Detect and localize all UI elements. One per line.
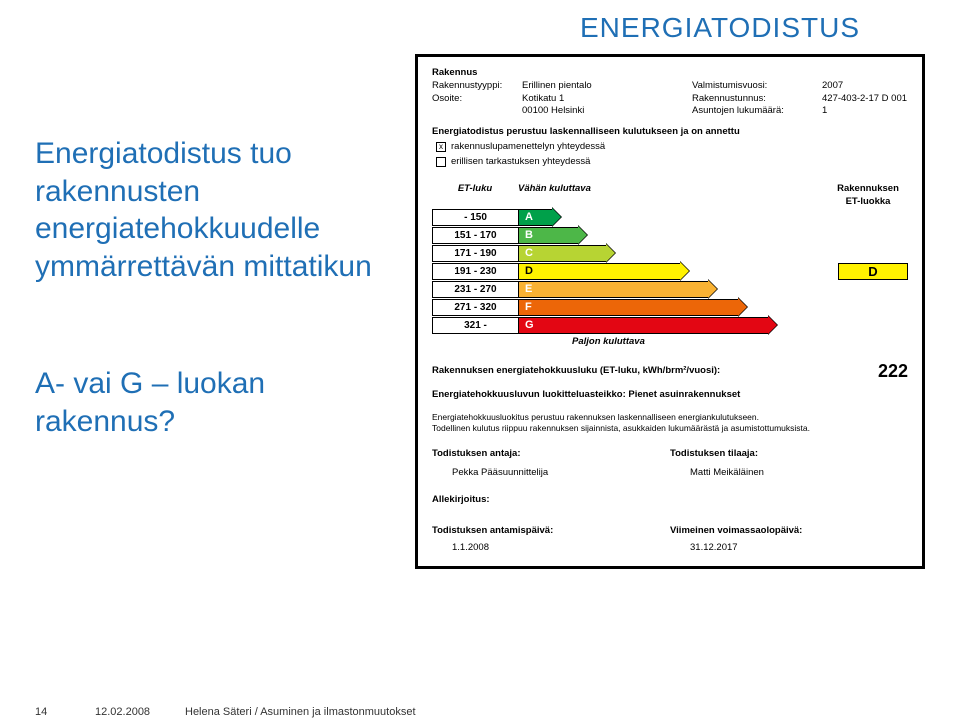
checkbox-row: x rakennuslupamenettelyn yhteydessä <box>436 141 908 154</box>
et-arrow-label: F <box>518 299 738 316</box>
label: Rakennustunnus: <box>692 93 822 106</box>
arrow-head-icon <box>738 298 747 316</box>
checkbox-row: erillisen tarkastuksen yhteydessä <box>436 156 908 169</box>
et-range: 321 - <box>432 317 518 334</box>
et-bar-row: 151 - 170B <box>432 227 908 244</box>
signature-area: Todistuksen antaja: Pekka Pääsuunnitteli… <box>432 448 908 506</box>
result-scale: Energiatehokkuusluvun luokitteluasteikko… <box>432 389 908 402</box>
et-arrow-label: A <box>518 209 552 226</box>
et-header-right: Rakennuksen ET-luokka <box>828 183 908 209</box>
issue-date-label: Todistuksen antamispäivä: <box>432 525 670 538</box>
value: 00100 Helsinki <box>522 105 692 118</box>
et-range: 151 - 170 <box>432 227 518 244</box>
et-arrow: B <box>518 227 578 244</box>
et-bar-row: 321 -G <box>432 317 908 334</box>
note: Energiatehokkuusluokitus perustuu rakenn… <box>432 412 908 434</box>
valid-date-value: 31.12.2017 <box>690 542 908 555</box>
label: Valmistumisvuosi: <box>692 80 822 93</box>
page-number: 14 <box>35 706 95 718</box>
et-arrow: G <box>518 317 768 334</box>
result-value: 222 <box>878 359 908 383</box>
et-range: 271 - 320 <box>432 299 518 316</box>
sign-label: Allekirjoitus: <box>432 494 670 507</box>
et-header: ET-luku Vähän kuluttava Rakennuksen ET-l… <box>432 183 908 209</box>
date-row: Todistuksen antamispäivä: 1.1.2008 Viime… <box>432 525 908 555</box>
client-label: Todistuksen tilaaja: <box>670 448 908 461</box>
giver-name: Pekka Pääsuunnittelija <box>452 467 670 480</box>
value: 1 <box>822 105 908 118</box>
arrow-head-icon <box>552 208 561 226</box>
result-line: Rakennuksen energiatehokkuusluku (ET-luk… <box>432 359 908 383</box>
arrow-head-icon <box>578 226 587 244</box>
issue-date-value: 1.1.2008 <box>452 542 670 555</box>
et-bar-row: 231 - 270E <box>432 281 908 298</box>
value: Kotikatu 1 <box>522 93 692 106</box>
et-arrow-label: C <box>518 245 606 262</box>
et-header-mid: Vähän kuluttava <box>518 183 828 209</box>
value: Erillinen pientalo <box>522 80 692 93</box>
footer-center: Helena Säteri / Asuminen ja ilmastonmuut… <box>185 706 924 718</box>
arrow-head-icon <box>708 280 717 298</box>
sub-heading: Energiatodistus perustuu laskennalliseen… <box>432 126 908 139</box>
value: 427-403-2-17 D 001 <box>822 93 908 106</box>
label: Asuntojen lukumäärä: <box>692 105 822 118</box>
page-title: ENERGIATODISTUS <box>580 12 860 44</box>
et-bar-row: - 150A <box>432 209 908 226</box>
et-arrow-label: B <box>518 227 578 244</box>
et-range: 231 - 270 <box>432 281 518 298</box>
et-range: 191 - 230 <box>432 263 518 280</box>
et-arrow: C <box>518 245 606 262</box>
label: Osoite: <box>432 93 522 106</box>
arrow-head-icon <box>606 244 615 262</box>
et-arrow: F <box>518 299 738 316</box>
et-arrow-label: E <box>518 281 708 298</box>
checkbox-label: rakennuslupamenettelyn yhteydessä <box>451 141 605 154</box>
result-label: Rakennuksen energiatehokkuusluku (ET-luk… <box>432 365 720 378</box>
info-row: Rakennustyyppi: Erillinen pientalo Valmi… <box>432 80 908 93</box>
et-result-badge: D <box>838 263 908 280</box>
et-rows: - 150A151 - 170B171 - 190C191 - 230DD231… <box>432 209 908 334</box>
checkbox-label: erillisen tarkastuksen yhteydessä <box>451 156 590 169</box>
et-arrow: A <box>518 209 552 226</box>
et-arrow: E <box>518 281 708 298</box>
et-arrow: D <box>518 263 680 280</box>
et-arrow-label: G <box>518 317 768 334</box>
page-footer: 14 12.02.2008 Helena Säteri / Asuminen j… <box>35 706 924 718</box>
valid-date-label: Viimeinen voimassaolopäivä: <box>670 525 908 538</box>
giver-label: Todistuksen antaja: <box>432 448 670 461</box>
client-name: Matti Meikäläinen <box>690 467 908 480</box>
et-bar-row: 191 - 230DD <box>432 263 908 280</box>
info-row: 00100 Helsinki Asuntojen lukumäärä: 1 <box>432 105 908 118</box>
et-range: 171 - 190 <box>432 245 518 262</box>
left-copy-2: A- vai G – luokan rakennus? <box>35 365 405 440</box>
building-heading: Rakennus <box>432 67 908 80</box>
et-footer-label: Paljon kuluttava <box>572 336 908 349</box>
value: 2007 <box>822 80 908 93</box>
checkbox-icon: x <box>436 142 446 152</box>
arrow-head-icon <box>680 262 689 280</box>
energy-certificate: Rakennus Rakennustyyppi: Erillinen pient… <box>415 54 925 569</box>
et-header-left: ET-luku <box>432 183 518 209</box>
left-copy-1: Energiatodistus tuo rakennusten energiat… <box>35 135 405 285</box>
et-bar-row: 271 - 320F <box>432 299 908 316</box>
arrow-head-icon <box>768 316 777 334</box>
et-range: - 150 <box>432 209 518 226</box>
footer-date: 12.02.2008 <box>95 706 185 718</box>
et-arrow-label: D <box>518 263 680 280</box>
info-row: Osoite: Kotikatu 1 Rakennustunnus: 427-4… <box>432 93 908 106</box>
label: Rakennustyyppi: <box>432 80 522 93</box>
et-bar-row: 171 - 190C <box>432 245 908 262</box>
checkbox-icon <box>436 157 446 167</box>
